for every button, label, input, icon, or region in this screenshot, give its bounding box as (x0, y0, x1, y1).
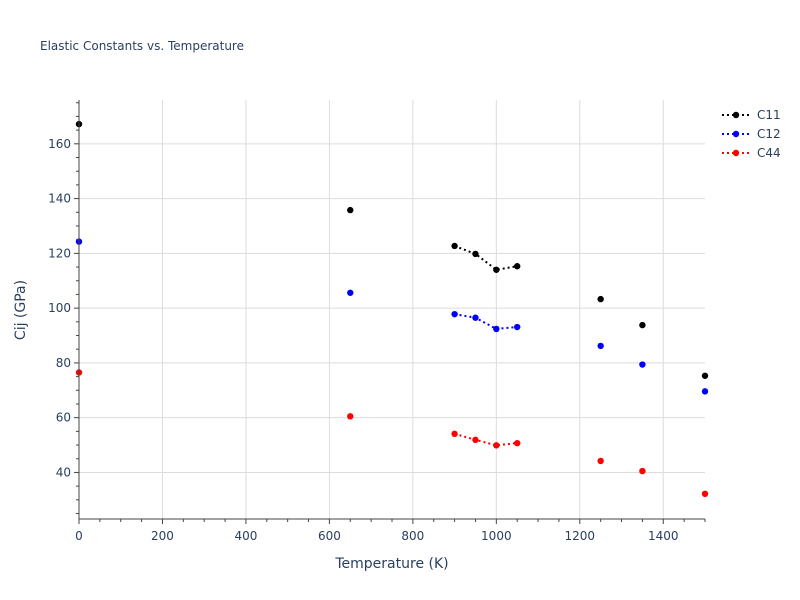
grid-layer (79, 100, 705, 519)
series-line-c44 (454, 432, 518, 447)
legend-label-c12: C12 (757, 127, 781, 141)
legend-item-c44[interactable]: C44 (722, 146, 781, 160)
legend-marker-c12 (732, 130, 740, 138)
data-point-c44[interactable] (451, 430, 458, 438)
data-point-c44[interactable] (597, 457, 604, 465)
legend-label-c44: C44 (757, 146, 781, 160)
series-line-c11 (454, 245, 518, 271)
legend-item-c12[interactable]: C12 (722, 127, 781, 141)
y-tick-label: 80 (56, 356, 71, 370)
y-tick-label: 100 (48, 301, 71, 315)
data-point-c12[interactable] (701, 388, 709, 395)
data-point-c12[interactable] (347, 289, 354, 296)
data-point-c44[interactable] (472, 436, 479, 444)
legend[interactable]: C11 C12 C44 (722, 108, 781, 160)
data-point-c44[interactable] (514, 439, 521, 447)
x-tick-label: 400 (234, 529, 257, 543)
data-point-c11[interactable] (451, 242, 458, 250)
plot-area (75, 120, 709, 498)
data-point-c11[interactable] (639, 321, 646, 329)
data-point-c12[interactable] (493, 325, 500, 333)
axes: 0 200 400 600 800 1000 1200 1400 40 60 80 100 120 140… (48, 100, 706, 543)
data-point-c11[interactable] (597, 295, 604, 303)
data-point-c12[interactable] (472, 314, 479, 321)
series-c44 (75, 369, 709, 498)
data-point-c12[interactable] (639, 361, 646, 368)
data-point-c12[interactable] (597, 342, 604, 350)
x-tick-label: 600 (318, 529, 341, 543)
data-point-c11[interactable] (472, 250, 479, 258)
y-axis-title: Cij (GPa) (13, 280, 29, 340)
y-tick-label: 140 (48, 192, 71, 206)
x-tick-label: 1200 (565, 529, 596, 543)
y-tick-label: 120 (48, 246, 71, 260)
x-tick-label: 1400 (648, 529, 679, 543)
series-c12 (75, 238, 709, 395)
y-tick-label: 60 (56, 411, 71, 425)
x-tick-label: 200 (151, 529, 174, 543)
y-tick-label: 40 (56, 465, 71, 479)
legend-item-c11[interactable]: C11 (722, 108, 781, 122)
data-point-c12[interactable] (514, 323, 521, 331)
data-point-c12[interactable] (451, 310, 458, 318)
data-point-c11[interactable] (493, 266, 500, 273)
legend-label-c11: C11 (757, 108, 781, 122)
x-axis-title: Temperature (K) (334, 556, 448, 572)
legend-marker-c11 (732, 111, 740, 119)
data-point-c11[interactable] (347, 206, 354, 214)
data-point-c44[interactable] (701, 490, 709, 498)
x-tick-label: 800 (401, 529, 424, 543)
data-point-c44[interactable] (347, 413, 354, 420)
data-point-c11[interactable] (514, 263, 521, 270)
data-point-c44[interactable] (493, 442, 500, 449)
data-point-c44[interactable] (639, 467, 646, 475)
chart-title: Elastic Constants vs. Temperature (40, 39, 244, 53)
y-tick-label: 160 (48, 137, 71, 151)
x-tick-label: 0 (75, 529, 83, 543)
x-tick-label: 1000 (481, 529, 512, 543)
legend-marker-c44 (732, 149, 740, 157)
series-line-c12 (454, 313, 518, 330)
series-c11 (75, 120, 709, 379)
data-point-c11[interactable] (701, 372, 709, 379)
